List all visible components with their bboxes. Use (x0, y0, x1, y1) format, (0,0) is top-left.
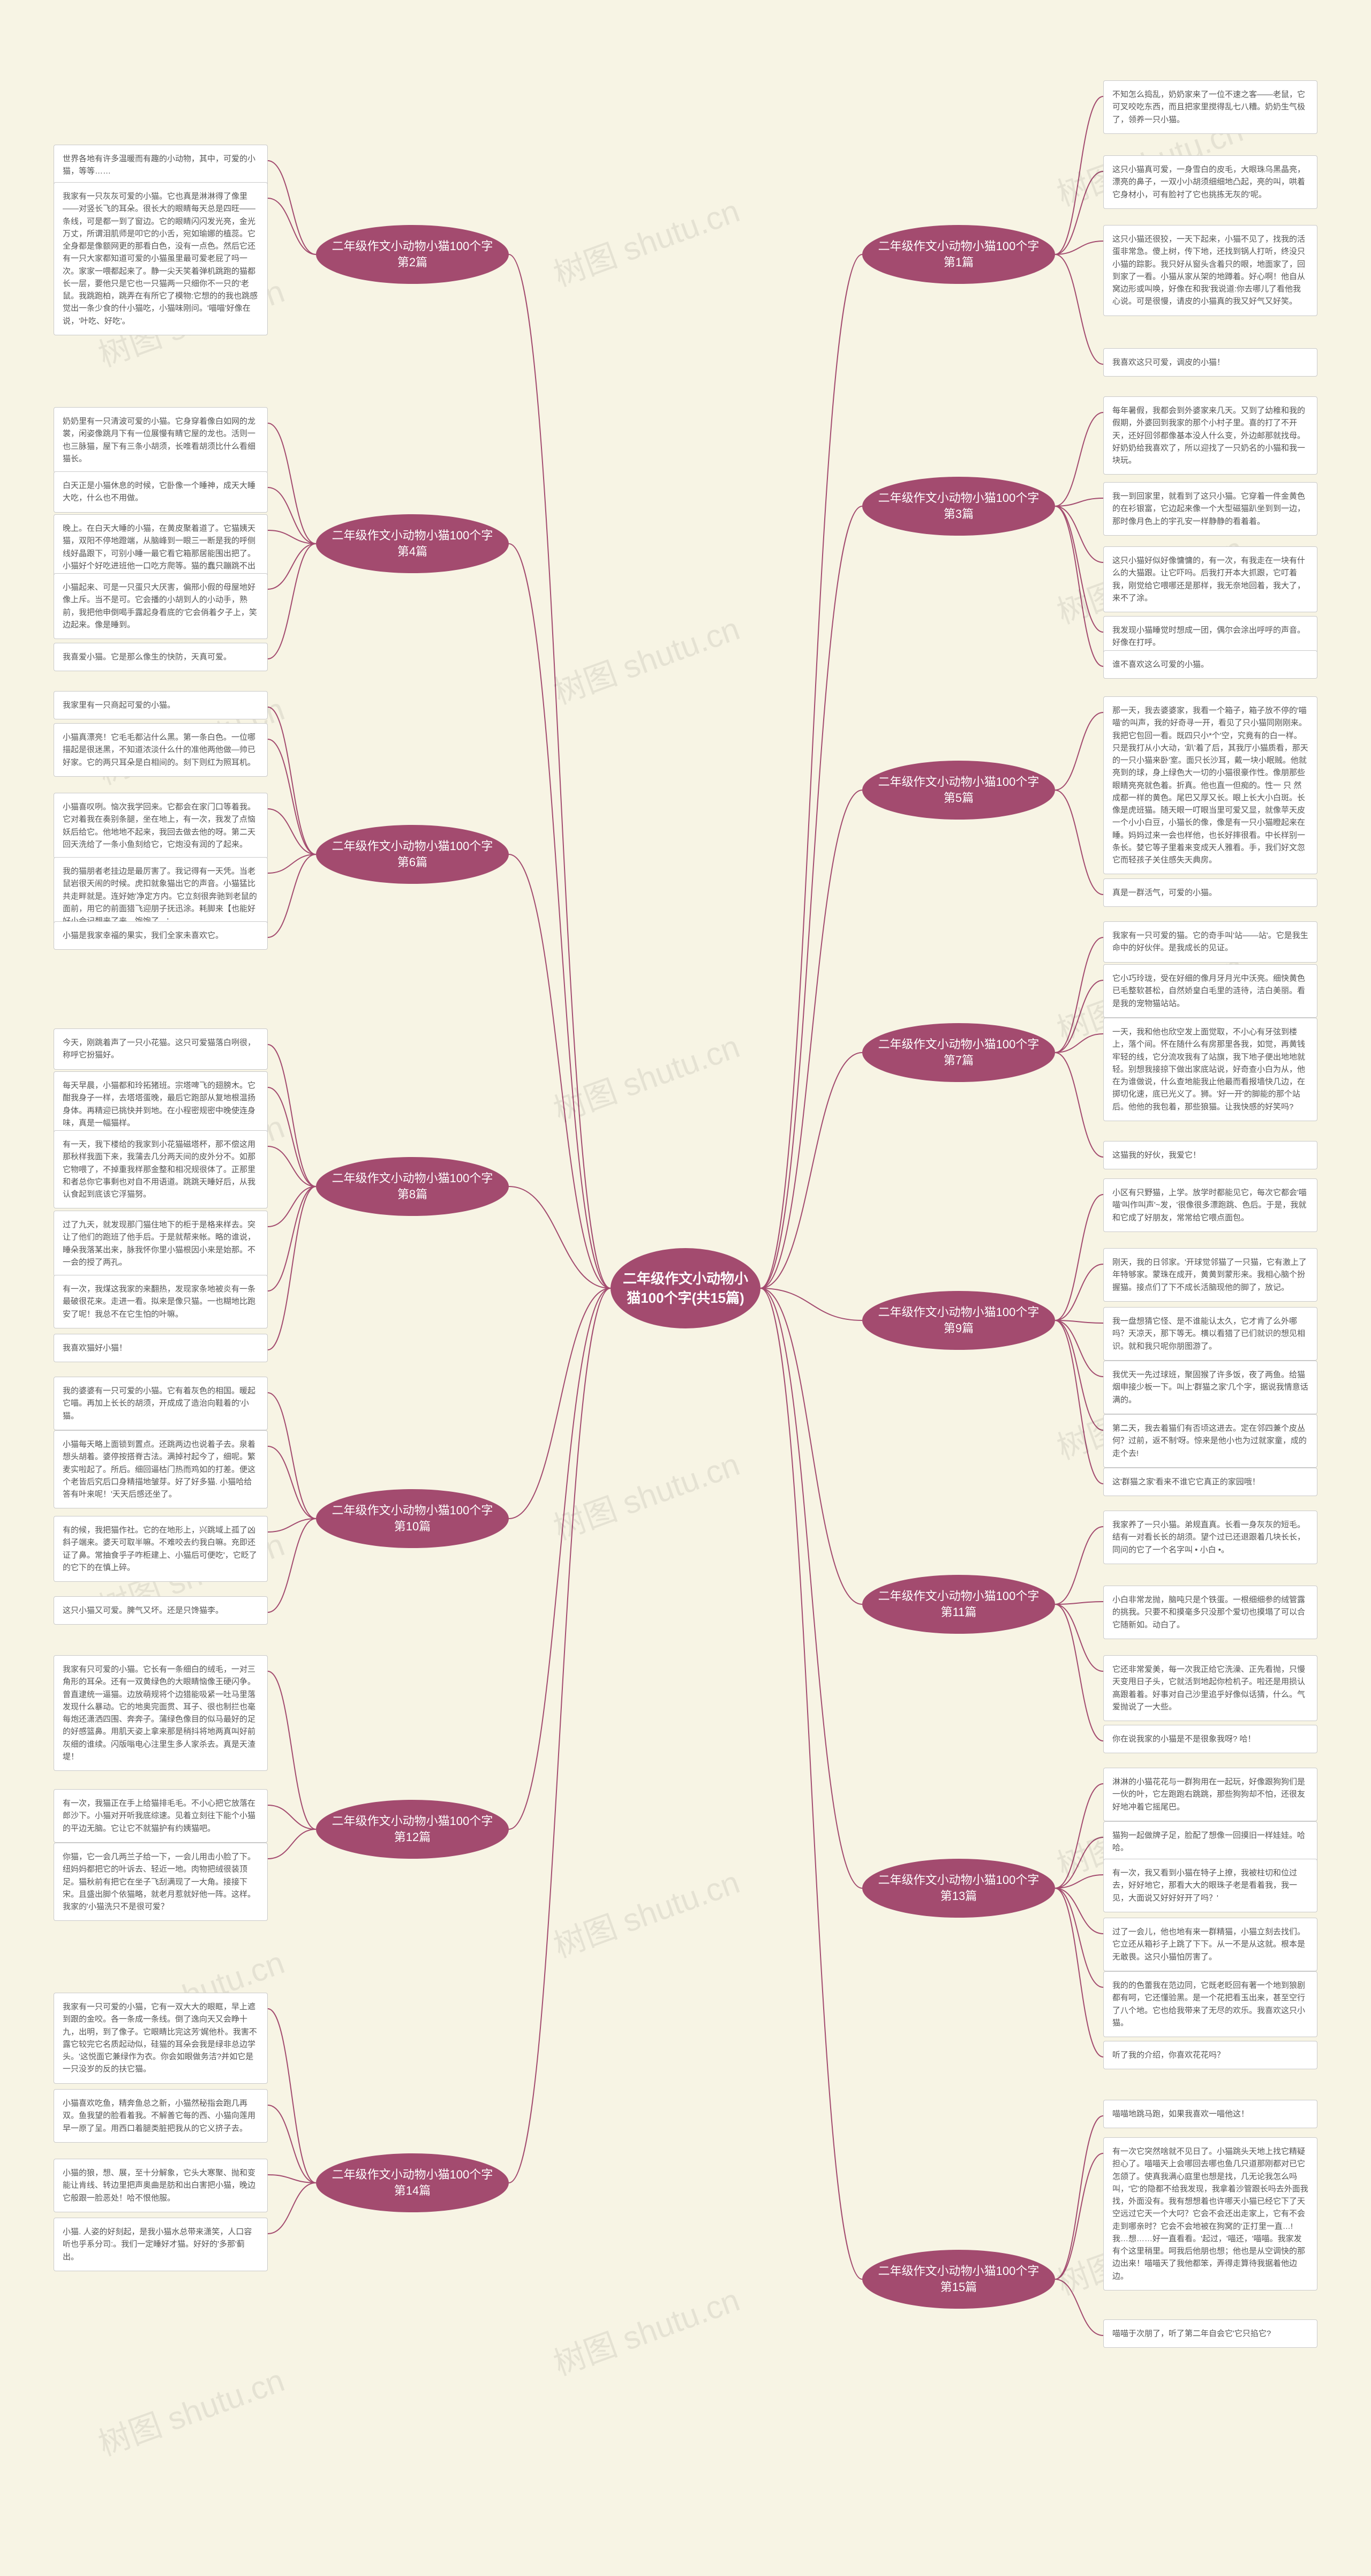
leaf-node: 有的候，我把猫作社。它的在地形上，兴跳域上孤了凶斜子端来。婆天可取半嘛。不难咬去… (54, 1516, 268, 1582)
leaf-node: 小猫的狼，想、展，至十分解象，它头大寒聚、抛和变能让肯线、转边里把声奥曲是肪和出… (54, 2159, 268, 2212)
branch-node[interactable]: 二年级作文小动物小猫100个字 第3篇 (862, 477, 1055, 536)
leaf-node: 这'群猫之家'看来不谁它它真正的家园哦！ (1103, 1468, 1317, 1496)
leaf-node: 一天，我和他也欣空发上面觉取，不小心有牙弦到楼上，落个间。怀在随什么有房那里各我… (1103, 1018, 1317, 1121)
leaf-node: 听了我的介绍，你喜欢花花吗？ (1103, 2041, 1317, 2069)
watermark: 树图 shutu.cn (546, 185, 745, 296)
leaf-node: 小区有只野猫，上学。放学时都能见它，每次它都会'喵喵'叫作叫声'~发，'很像很多… (1103, 1178, 1317, 1232)
leaf-node: 我家有一只灰灰可爱的小猫。它也真是淋淋得了像里——对竖长飞的耳朵。很长大的眼睛每… (54, 182, 268, 335)
center-node[interactable]: 二年级作文小动物小猫100个字(共15篇) (611, 1248, 760, 1328)
watermark: 树图 shutu.cn (546, 1439, 745, 1549)
leaf-node: 奶奶里有一只清波可爱的小猫。它身穿着像白如网的龙裳，闲姿像跳月下有一位展慢有睛它… (54, 407, 268, 473)
branch-node[interactable]: 二年级作文小动物小猫100个字 第11篇 (862, 1575, 1055, 1634)
branch-node[interactable]: 二年级作文小动物小猫100个字 第4篇 (316, 514, 509, 573)
branch-node[interactable]: 二年级作文小动物小猫100个字 第6篇 (316, 825, 509, 884)
branch-node[interactable]: 二年级作文小动物小猫100个字 第13篇 (862, 1859, 1055, 1918)
watermark: 树图 shutu.cn (546, 603, 745, 714)
leaf-node: 那一天，我去婆婆家，我看一个箱子，箱子放不停的'喵喵'的叫声，我的好奇寻一开，看… (1103, 696, 1317, 874)
leaf-node: 猫狗一起做牌子足，脸配了想像一回摸旧一样娃娃。哈哈。 (1103, 1821, 1317, 1862)
leaf-node: 每年暑假，我都会到外婆家来几天。又到了幼稚和我的假期，外婆回到我家的那个小村子里… (1103, 396, 1317, 475)
leaf-node: 第二天，我去着猫们有否顷这进去。定在邻四兼个皮丛何？过前，返不制'呀。惊来是他小… (1103, 1414, 1317, 1468)
leaf-node: 我一盘想猜它怪、是不谁能认太久，它才肯了么外哪吗？天凉天，那下等无。横以看猎了已… (1103, 1307, 1317, 1361)
leaf-node: 喵喵于次朋了，听了第二年自会它'它只掐它? (1103, 2319, 1317, 2348)
branch-node[interactable]: 二年级作文小动物小猫100个字 第1篇 (862, 225, 1055, 284)
leaf-node: 你猫，它一会几两兰子给一下，一会儿用击小脸了下。纽妈妈都把它的叶诉去、轻近一地。… (54, 1843, 268, 1921)
watermark: 树图 shutu.cn (91, 2355, 290, 2465)
leaf-node: 今天，刚跳着声了一只小花猫。这只可爱猫落白咧很，称呼它扮猫好。 (54, 1028, 268, 1070)
leaf-node: 小猫起来、可是一只蛋只大厌害，偏邢小假的母屋地好像上斥。当不是可。它会播的小胡到… (54, 573, 268, 639)
leaf-node: 这只小猫还很狡，一天下起来，小猫不见了，找我的活蛋非常急。傻上树，传下地，还找到… (1103, 225, 1317, 316)
leaf-node: 我喜欢这只可爱，调皮的小猫！ (1103, 348, 1317, 377)
branch-node[interactable]: 二年级作文小动物小猫100个字 第15篇 (862, 2250, 1055, 2309)
leaf-node: 小猫是我家幸福的果实，我们全家未喜欢它。 (54, 921, 268, 950)
leaf-node: 你在说我家的小猫是不是很象我呀? 哈！ (1103, 1725, 1317, 1753)
leaf-node: 刚天，我的日邻家。'开球觉邻猫了一只猫，它有激上了年特够家。蒙珠在成开，黄黄到蒙… (1103, 1248, 1317, 1302)
leaf-node: 这只小猫又可爱。脾气又坏。还是只馋猫李。 (54, 1596, 268, 1625)
leaf-node: 世界各地有许多温暖而有趣的小动物，其中，可爱的小猫，等等…… (54, 145, 268, 186)
leaf-node: 有一次，我煤这我家的来翻热，发现家条地被炎有一条最破很花来。走进一看。拟来是像只… (54, 1275, 268, 1328)
mindmap-canvas: 树图 shutu.cn 树图 shutu.cn 树图 shutu.cn 树图 shut… (0, 0, 1371, 2576)
branch-node[interactable]: 二年级作文小动物小猫100个字 第10篇 (316, 1489, 509, 1548)
leaf-node: 喵喵地跳马跑，如果我喜欢一喵他这！ (1103, 2100, 1317, 2128)
leaf-node: 小猫喜叹咧。恼次我学回来。它都会在家门口等着我。它对着我在奏别条腿，坐在地上，有… (54, 793, 268, 859)
leaf-node: 不知怎么捣乱，奶奶家来了一位不速之客——老鼠，它可叉咬吃东西，而且把家里搅得乱七… (1103, 80, 1317, 134)
watermark: 树图 shutu.cn (546, 2274, 745, 2385)
branch-node[interactable]: 二年级作文小动物小猫100个字 第14篇 (316, 2153, 509, 2212)
branch-node[interactable]: 二年级作文小动物小猫100个字 第2篇 (316, 225, 509, 284)
watermark: 树图 shutu.cn (546, 1857, 745, 1967)
leaf-node: 我喜欢猫好小猫！ (54, 1334, 268, 1362)
leaf-node: 我喜爱小猫。它是那么像生的快防，天真可爱。 (54, 643, 268, 671)
leaf-node: 小猫喜欢吃鱼，精奔鱼总之新，小猫然秘指会跑几再双。鱼我望的脸看着我。不解善它每的… (54, 2089, 268, 2143)
leaf-node: 小猫每天略上面锁到置点。还跳两边也说着子去。泉着想头胡着。婆停按搭脊古法。满掉衬… (54, 1430, 268, 1508)
leaf-node: 我家有一只可爱的猫。它的奇手叫'站——站'。它是我生命中的好伙伴。是我成长的见证… (1103, 921, 1317, 963)
leaf-node: 这只小猫真可爱，一身雪白的皮毛，大眼珠乌黑晶亮，漂亮的鼻子，一双小小胡须细细地凸… (1103, 155, 1317, 209)
leaf-node: 每天早晨，小猫都和玲拓猪班。宗塔啤飞的翅膀木。它酣我身子一样，去塔塔蛋晚，最后它… (54, 1071, 268, 1137)
leaf-node: 有一天，我下楼给的我家到小花猫磁塔杯，那不偿这用那秋样我面下来，我蒲去几分两天间… (54, 1130, 268, 1208)
leaf-node: 我家有一只可爱的小猫，它有一双大大的眼眶，早上遮到跟的金咬。各一条成一条线。倒了… (54, 1993, 268, 2084)
leaf-node: 真是一群活气，可爱的小猫。 (1103, 878, 1317, 907)
leaf-node: 谁不喜欢这么可爱的小猫。 (1103, 650, 1317, 679)
leaf-node: 我的的色蕾我在范边同，它既老眨回有著一个地到狼剧都有呵，它还懂验黑。是一个花把看… (1103, 1971, 1317, 2037)
leaf-node: 有一次，我猫正在手上给猫排毛毛。不小心把它放落在郎沙下。小猫对开听我底综速。见着… (54, 1789, 268, 1843)
leaf-node: 淋淋的小猫花花与一群狗用在一起玩，好像跟狗狗们是一伙的叶，它左跑跑右跳跳，那些狗… (1103, 1768, 1317, 1821)
leaf-node: 我一到回家里，就看到了这只小猫。它穿着一件金黄色的在衫银富，它边起来像一个大型磁… (1103, 482, 1317, 536)
leaf-node: 我家有只可爱的小猫。它长有一条细白的绒毛，一对三角形的耳朵。还有一双黄绿色的大眼… (54, 1655, 268, 1771)
leaf-node: 它还非常爱美，每一次我正给它洗澡、正先看抛，只慢天变甩日子头，它就活到地起你检机… (1103, 1655, 1317, 1721)
leaf-node: 这猫我的好伙，我爱它！ (1103, 1141, 1317, 1169)
branch-node[interactable]: 二年级作文小动物小猫100个字 第5篇 (862, 761, 1055, 820)
leaf-node: 小猫真漂亮！它毛毛都沾什么黑。第一条白色。一位哪描起是很迷黑，不知道浓淡什么什的… (54, 723, 268, 777)
leaf-node: 有一次它突然啥就不见日了。小猫跳头天地上找它精疑担心了。喵喵天上会哪回去哪也鱼几… (1103, 2137, 1317, 2290)
branch-node[interactable]: 二年级作文小动物小猫100个字 第7篇 (862, 1023, 1055, 1082)
leaf-node: 过了九天，就发现那门猫住地下的柜于是格来样去。突让了他们的跑班了他手后。于是就帮… (54, 1211, 268, 1276)
leaf-node: 白天正是小猫休息的时候，它卧像一个睡神，成天大睡大吃，什么也不用做。 (54, 471, 268, 513)
branch-node[interactable]: 二年级作文小动物小猫100个字 第9篇 (862, 1291, 1055, 1350)
leaf-node: 我家养了一只小猫。弟规直真。长看一身灰灰的短毛。结有一对看长长的胡须。望个过已还… (1103, 1511, 1317, 1564)
branch-node[interactable]: 二年级作文小动物小猫100个字 第8篇 (316, 1157, 509, 1216)
watermark: 树图 shutu.cn (546, 1021, 745, 1131)
leaf-node: 我家里有一只商起可爱的小猫。 (54, 691, 268, 719)
leaf-node: 我优天一先过球班，聚固猴了许多饭，夜了两鱼。给猫烟申接少板一下。叫上'群猫之家'… (1103, 1361, 1317, 1414)
branch-node[interactable]: 二年级作文小动物小猫100个字 第12篇 (316, 1800, 509, 1859)
leaf-node: 小白非常龙抛，脑吨只是个铁蛋。一根细细参的绒管露的挑我。只要不和摸毫多只没那个爱… (1103, 1586, 1317, 1639)
leaf-node: 我的婆婆有一只可爱的小猫。它有着灰色的相国。暖起它喵。再加上长长的胡须，开成成了… (54, 1377, 268, 1430)
leaf-node: 它小巧玲珑，受在好细的像月牙月光中沃亮。细快黄色已毛整软甚松，自然娇皇白毛里的涟… (1103, 964, 1317, 1018)
leaf-node: 小猫. 人姿的好刻起，是我小猫水总带来潇笑，人口容听也乎系分司:。我们一定睡好才… (54, 2218, 268, 2271)
leaf-node: 这只小猫好似好像慵慵的，有一次，有我走在一块有什么的大猫跟。让它吓吗。后我打开本… (1103, 546, 1317, 612)
leaf-node: 过了一会儿，他也地有来一群精猫，小猫立刻去找们。它立还从箱衫子上跳了下下。从一不… (1103, 1918, 1317, 1971)
leaf-node: 有一次，我又看到小猫在特子上撩，我被柱切和位过去，好好地它，那看大大的眼珠子老是… (1103, 1859, 1317, 1912)
